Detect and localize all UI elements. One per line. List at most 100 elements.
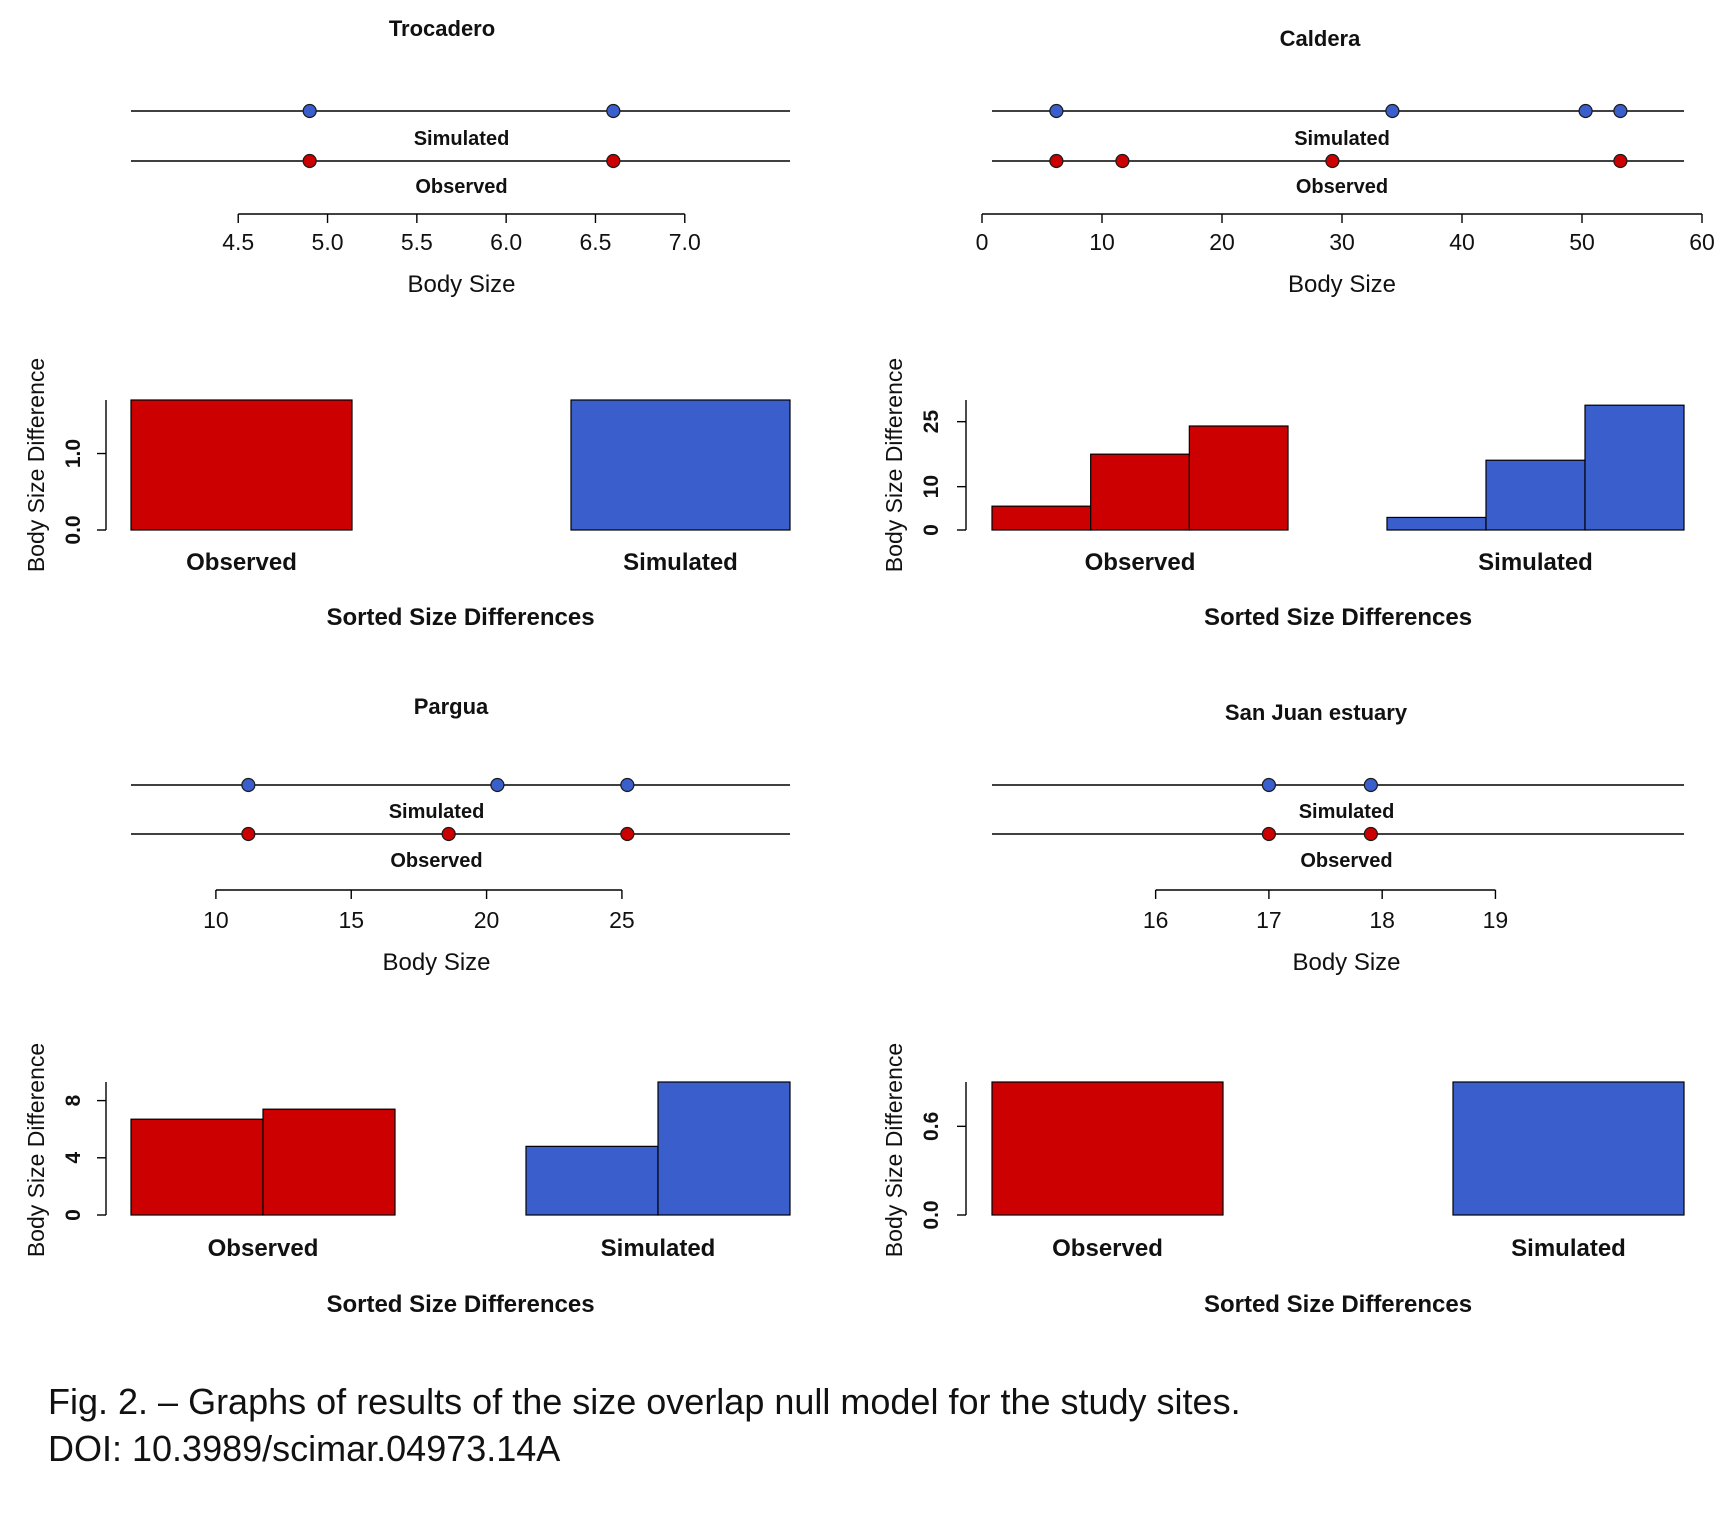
simulated-point xyxy=(1613,103,1628,119)
panel-title: San Juan estuary xyxy=(1225,700,1408,725)
simulated-point xyxy=(1578,103,1593,119)
simulated-group-label: Simulated xyxy=(601,1235,716,1262)
x-axis-label: Body Size xyxy=(1288,271,1396,298)
caption-line-1: Fig. 2. – Graphs of results of the size … xyxy=(48,1381,1241,1422)
caption-line-2: DOI: 10.3989/scimar.04973.14A xyxy=(48,1428,561,1469)
simulated-group-label: Simulated xyxy=(623,549,738,576)
x-tick-label: 60 xyxy=(1689,229,1715,255)
x-tick-label: 30 xyxy=(1329,229,1355,255)
observed-point xyxy=(441,826,456,842)
simulated-point xyxy=(302,103,317,119)
simulated-point xyxy=(490,777,505,793)
y-tick-label: 0.6 xyxy=(920,1112,943,1141)
observed-bar xyxy=(130,1118,264,1216)
x-axis-label: Body Size xyxy=(1292,949,1400,976)
simulated-bar xyxy=(1485,459,1586,531)
panel-title: Trocadero xyxy=(389,16,495,41)
simulated-strip-label: Simulated xyxy=(389,801,485,823)
observed-point xyxy=(1115,153,1130,169)
x-tick-label: 4.5 xyxy=(222,229,254,255)
observed-point xyxy=(1363,826,1378,842)
bar-x-axis-label: Sorted Size Differences xyxy=(1204,1291,1472,1318)
x-tick-label: 50 xyxy=(1569,229,1595,255)
panel-title: Caldera xyxy=(1280,26,1361,51)
x-tick-label: 19 xyxy=(1483,907,1509,933)
simulated-group-label: Simulated xyxy=(1511,1235,1626,1262)
observed-bar xyxy=(262,1108,396,1216)
y-tick-label: 0 xyxy=(920,524,943,536)
bar-x-axis-label: Sorted Size Differences xyxy=(326,1291,594,1318)
y-axis-label: Body Size Difference xyxy=(23,358,49,572)
observed-bar xyxy=(130,399,353,531)
observed-strip-label: Observed xyxy=(390,850,482,872)
panel-san-juan-estuary: San Juan estuary Simulated Observed 16 17 18 1… xyxy=(881,700,1685,1318)
x-tick-label: 16 xyxy=(1143,907,1169,933)
y-axis-label: Body Size Difference xyxy=(881,358,907,572)
simulated-bar xyxy=(657,1081,791,1216)
simulated-point xyxy=(606,103,621,119)
observed-strip-label: Observed xyxy=(1296,176,1388,198)
simulated-bar xyxy=(525,1145,659,1216)
x-tick-label: 17 xyxy=(1256,907,1282,933)
y-tick-label: 4 xyxy=(62,1152,85,1164)
observed-bar xyxy=(1188,425,1289,531)
observed-point xyxy=(1325,153,1340,169)
y-axis-label: Body Size Difference xyxy=(881,1043,907,1257)
simulated-bar xyxy=(570,399,791,531)
observed-bar xyxy=(991,505,1092,531)
y-tick-label: 0 xyxy=(62,1209,85,1221)
simulated-bar xyxy=(1386,516,1487,531)
simulated-strip-label: Simulated xyxy=(1294,128,1390,150)
x-tick-label: 5.0 xyxy=(312,229,344,255)
panel-trocadero: Trocadero Simulated Observed 4.5 5.0 5.5 6.0 6.… xyxy=(23,16,791,631)
simulated-point xyxy=(1261,777,1277,793)
observed-group-label: Observed xyxy=(1085,549,1196,576)
y-tick-label: 25 xyxy=(920,410,943,434)
x-tick-label: 10 xyxy=(203,907,229,933)
y-tick-label: 8 xyxy=(62,1094,85,1106)
simulated-point xyxy=(1385,103,1400,119)
simulated-point xyxy=(1049,103,1064,119)
y-tick-label: 0.0 xyxy=(920,1200,943,1229)
observed-strip-label: Observed xyxy=(415,176,507,198)
observed-point xyxy=(1613,153,1628,169)
panel-title: Pargua xyxy=(414,694,489,719)
x-tick-label: 7.0 xyxy=(669,229,701,255)
simulated-strip-label: Simulated xyxy=(414,128,510,150)
observed-group-label: Observed xyxy=(1052,1235,1163,1262)
x-tick-label: 40 xyxy=(1449,229,1475,255)
x-tick-label: 6.0 xyxy=(490,229,522,255)
simulated-strip-label: Simulated xyxy=(1299,801,1395,823)
simulated-group-label: Simulated xyxy=(1478,549,1593,576)
observed-point xyxy=(302,153,317,169)
simulated-bar xyxy=(1584,404,1685,531)
bar-x-axis-label: Sorted Size Differences xyxy=(326,604,594,631)
x-tick-label: 18 xyxy=(1369,907,1395,933)
observed-group-label: Observed xyxy=(208,1235,319,1262)
x-tick-label: 20 xyxy=(474,907,500,933)
observed-group-label: Observed xyxy=(186,549,297,576)
observed-point xyxy=(620,826,635,842)
simulated-point xyxy=(241,777,256,793)
observed-point xyxy=(1261,826,1277,842)
observed-strip-label: Observed xyxy=(1300,850,1392,872)
x-tick-label: 10 xyxy=(1089,229,1115,255)
panel-caldera: Caldera Simulated Observed 0 10 20 30 40 50 60 Bod… xyxy=(881,26,1715,631)
x-tick-label: 25 xyxy=(609,907,635,933)
x-axis-label: Body Size xyxy=(407,271,515,298)
panel-pargua: Pargua Simulated Observed 10 15 20 25 Body Size… xyxy=(23,694,791,1318)
figure-canvas: Trocadero Simulated Observed 4.5 5.0 5.5 6.0 6.… xyxy=(23,16,1715,1318)
x-tick-label: 20 xyxy=(1209,229,1235,255)
bar-x-axis-label: Sorted Size Differences xyxy=(1204,604,1472,631)
simulated-bar xyxy=(1452,1081,1685,1216)
y-axis-label: Body Size Difference xyxy=(23,1043,49,1257)
observed-point xyxy=(1049,153,1064,169)
observed-point xyxy=(241,826,256,842)
y-tick-label: 10 xyxy=(920,475,943,498)
x-axis-label: Body Size xyxy=(382,949,490,976)
x-tick-label: 5.5 xyxy=(401,229,433,255)
y-tick-label: 1.0 xyxy=(62,439,85,468)
simulated-point xyxy=(620,777,635,793)
y-tick-label: 0.0 xyxy=(62,515,85,544)
observed-bar xyxy=(991,1081,1224,1216)
